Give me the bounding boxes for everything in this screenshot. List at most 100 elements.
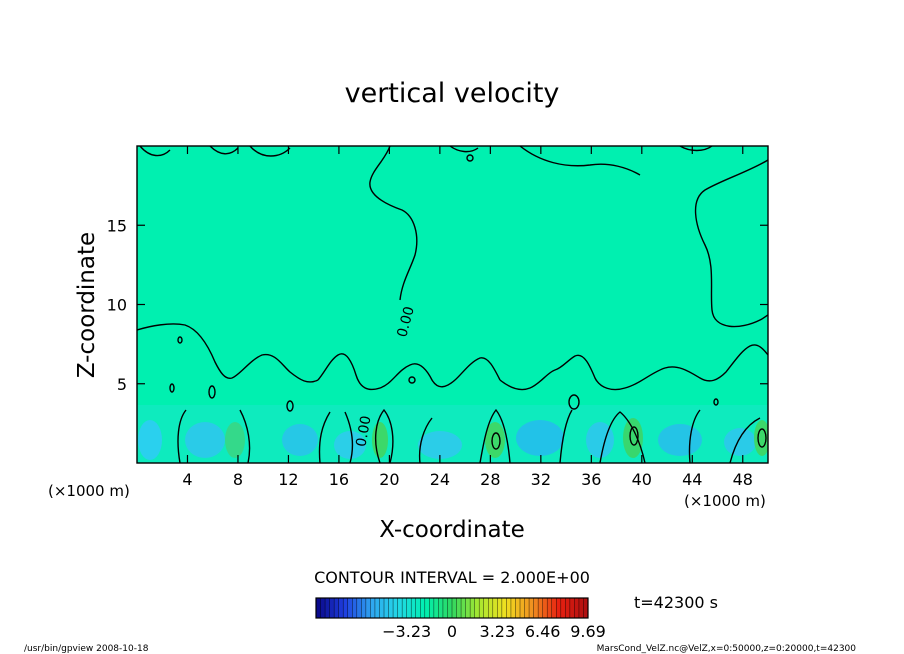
colorbar-swatch	[447, 598, 453, 618]
colorbar-swatch	[465, 598, 471, 618]
colorbar-swatch	[520, 598, 526, 618]
colorbar-swatch	[551, 598, 557, 618]
y-axis-unit: (×1000 m)	[48, 482, 130, 500]
contour-interval-label: CONTOUR INTERVAL = 2.000E+00	[314, 568, 590, 587]
colorbar-swatch	[470, 598, 476, 618]
colorbar-swatch	[501, 598, 507, 618]
colorbar-swatch	[565, 598, 571, 618]
colorbar-swatch	[483, 598, 489, 618]
colorbar-swatch	[515, 598, 521, 618]
colorbar-swatch	[411, 598, 417, 618]
colorbar-swatch	[506, 598, 512, 618]
plot-area: 0.00 0.00	[137, 146, 768, 463]
colorbar-tick-label: 9.69	[570, 622, 606, 641]
colorbar-swatch	[393, 598, 399, 618]
colorbar	[315, 597, 589, 619]
y-tick-label: 15	[107, 216, 127, 235]
x-axis-unit: (×1000 m)	[684, 492, 766, 510]
colorbar-swatch	[325, 598, 331, 618]
colorbar-swatch	[538, 598, 544, 618]
x-tick-label: 24	[430, 470, 450, 489]
contour-lines	[137, 146, 768, 463]
x-tick-label: 28	[480, 470, 500, 489]
colorbar-swatch	[452, 598, 458, 618]
colorbar-swatch	[316, 598, 322, 618]
x-tick-label: 12	[278, 470, 298, 489]
colorbar-ticks: −3.23 0 3.23 6.46 9.69	[382, 622, 606, 641]
colorbar-swatch	[578, 598, 584, 618]
colorbar-tick-label: 6.46	[525, 622, 561, 641]
x-tick-label: 48	[733, 470, 753, 489]
colorbar-swatch	[438, 598, 444, 618]
footer-left: /usr/bin/gpview 2008-10-18	[24, 644, 149, 654]
time-label: t=42300 s	[634, 593, 718, 612]
colorbar-swatch	[402, 598, 408, 618]
colorbar-swatch	[429, 598, 435, 618]
colorbar-swatch	[384, 598, 390, 618]
x-axis-ticks: 4 8 12 16 20 24 28 32 36 40 44 48	[182, 146, 753, 489]
colorbar-swatch	[374, 598, 380, 618]
chart-title: vertical velocity	[345, 78, 560, 109]
colorbar-swatch	[388, 598, 394, 618]
footer-right: MarsCond_VelZ.nc@VelZ,x=0:50000,z=0:2000…	[597, 644, 857, 654]
colorbar-tick-label: 3.23	[480, 622, 516, 641]
colorbar-swatch	[320, 598, 326, 618]
colorbar-frame	[315, 597, 589, 619]
colorbar-swatch	[524, 598, 530, 618]
colorbar-swatch	[347, 598, 353, 618]
colorbar-swatch	[583, 598, 589, 618]
colorbar-swatch	[442, 598, 448, 618]
colorbar-swatch	[569, 598, 575, 618]
colorbar-tick-label: −3.23	[382, 622, 431, 641]
contour-label: 0.00	[394, 305, 418, 339]
colorbar-swatch	[529, 598, 535, 618]
x-tick-label: 8	[233, 470, 243, 489]
colorbar-swatch	[379, 598, 385, 618]
colorbar-swatch	[474, 598, 480, 618]
colorbar-swatch	[334, 598, 340, 618]
x-tick-label: 44	[682, 470, 702, 489]
colorbar-tick-label: 0	[447, 622, 457, 641]
x-tick-label: 20	[379, 470, 399, 489]
x-tick-label: 36	[581, 470, 601, 489]
colorbar-swatch	[397, 598, 403, 618]
colorbar-swatch	[370, 598, 376, 618]
colorbar-swatch	[424, 598, 430, 618]
colorbar-swatch	[547, 598, 553, 618]
colorbar-swatch	[433, 598, 439, 618]
colorbar-swatch	[542, 598, 548, 618]
x-tick-label: 16	[329, 470, 349, 489]
colorbar-swatch	[556, 598, 562, 618]
colorbar-swatch	[510, 598, 516, 618]
x-axis-label: X-coordinate	[379, 517, 525, 543]
contour-label: 0.00	[353, 415, 374, 448]
colorbar-swatch	[420, 598, 426, 618]
velocity-patches	[138, 418, 768, 460]
y-axis-label: Z-coordinate	[74, 232, 100, 378]
colorbar-swatch	[533, 598, 539, 618]
colorbar-swatch	[343, 598, 349, 618]
colorbar-swatch	[415, 598, 421, 618]
x-tick-label: 40	[632, 470, 652, 489]
colorbar-swatch	[338, 598, 344, 618]
colorbar-swatch	[497, 598, 503, 618]
colorbar-swatch	[488, 598, 494, 618]
colorbar-swatch	[574, 598, 580, 618]
y-tick-label: 10	[107, 296, 127, 315]
x-tick-label: 32	[531, 470, 551, 489]
colorbar-swatch	[456, 598, 462, 618]
colorbar-swatch	[479, 598, 485, 618]
colorbar-swatch	[406, 598, 412, 618]
x-tick-label: 4	[182, 470, 192, 489]
colorbar-swatch	[356, 598, 362, 618]
colorbar-swatch	[361, 598, 367, 618]
y-tick-label: 5	[117, 375, 127, 394]
colorbar-swatch	[329, 598, 335, 618]
colorbar-swatch	[461, 598, 467, 618]
y-axis-ticks: 5 10 15	[107, 216, 768, 394]
colorbar-swatch	[352, 598, 358, 618]
colorbar-swatch	[492, 598, 498, 618]
colorbar-swatch	[560, 598, 566, 618]
colorbar-swatch	[365, 598, 371, 618]
